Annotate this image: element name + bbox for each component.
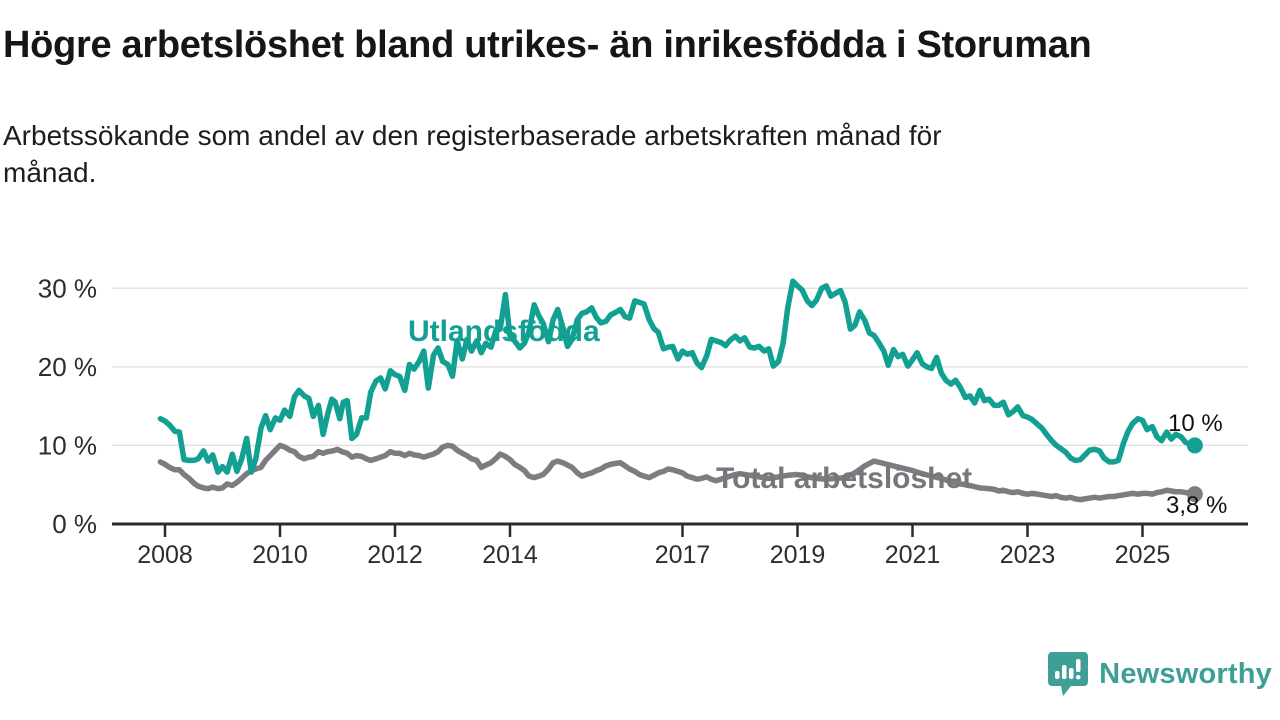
series-end-dot-utlandsfodda — [1186, 437, 1203, 454]
series-line-total — [157, 442, 1198, 503]
x-tick-label: 2025 — [1115, 541, 1171, 569]
end-value-label-utlandsfodda: 10 % — [1168, 410, 1223, 437]
page-title: Högre arbetslöshet bland utrikes- än inr… — [3, 24, 1092, 66]
x-tick-label: 2019 — [770, 541, 826, 569]
x-tick-label: 2008 — [137, 541, 193, 569]
y-tick-label: 0 % — [52, 509, 97, 539]
newsworthy-wordmark: Newsworthy — [1099, 657, 1272, 690]
y-tick-label: 20 % — [38, 352, 97, 382]
series-end-dot-total — [1186, 486, 1203, 503]
logo-bar-chart-glyph — [1055, 659, 1081, 680]
series-line-utlandsfodda — [157, 278, 1198, 475]
series-label-utlandsfodda: Utlandsfödda — [408, 315, 600, 348]
end-value-label-total: 3,8 % — [1166, 492, 1227, 519]
x-tick-label: 2010 — [252, 541, 308, 569]
chart-subtitle: Arbetssökande som andel av den registerb… — [3, 117, 1203, 191]
series-label-total: Total arbetslöshet — [716, 462, 972, 495]
newsworthy-logo-icon — [1048, 652, 1089, 696]
x-tick-label: 2014 — [482, 541, 538, 569]
logo-bubble-shape — [1048, 652, 1089, 696]
chart-subtitle-line1: Arbetssökande som andel av den registerb… — [3, 120, 942, 151]
x-tick-label: 2023 — [1000, 541, 1056, 569]
y-tick-label: 30 % — [38, 273, 97, 303]
x-tick-label: 2012 — [367, 541, 423, 569]
x-tick-label: 2021 — [885, 541, 941, 569]
y-tick-label: 10 % — [38, 430, 97, 460]
newsworthy-logo: Newsworthy — [1047, 649, 1272, 699]
chart-subtitle-line2: månad. — [3, 157, 97, 188]
x-tick-label: 2017 — [655, 541, 711, 569]
